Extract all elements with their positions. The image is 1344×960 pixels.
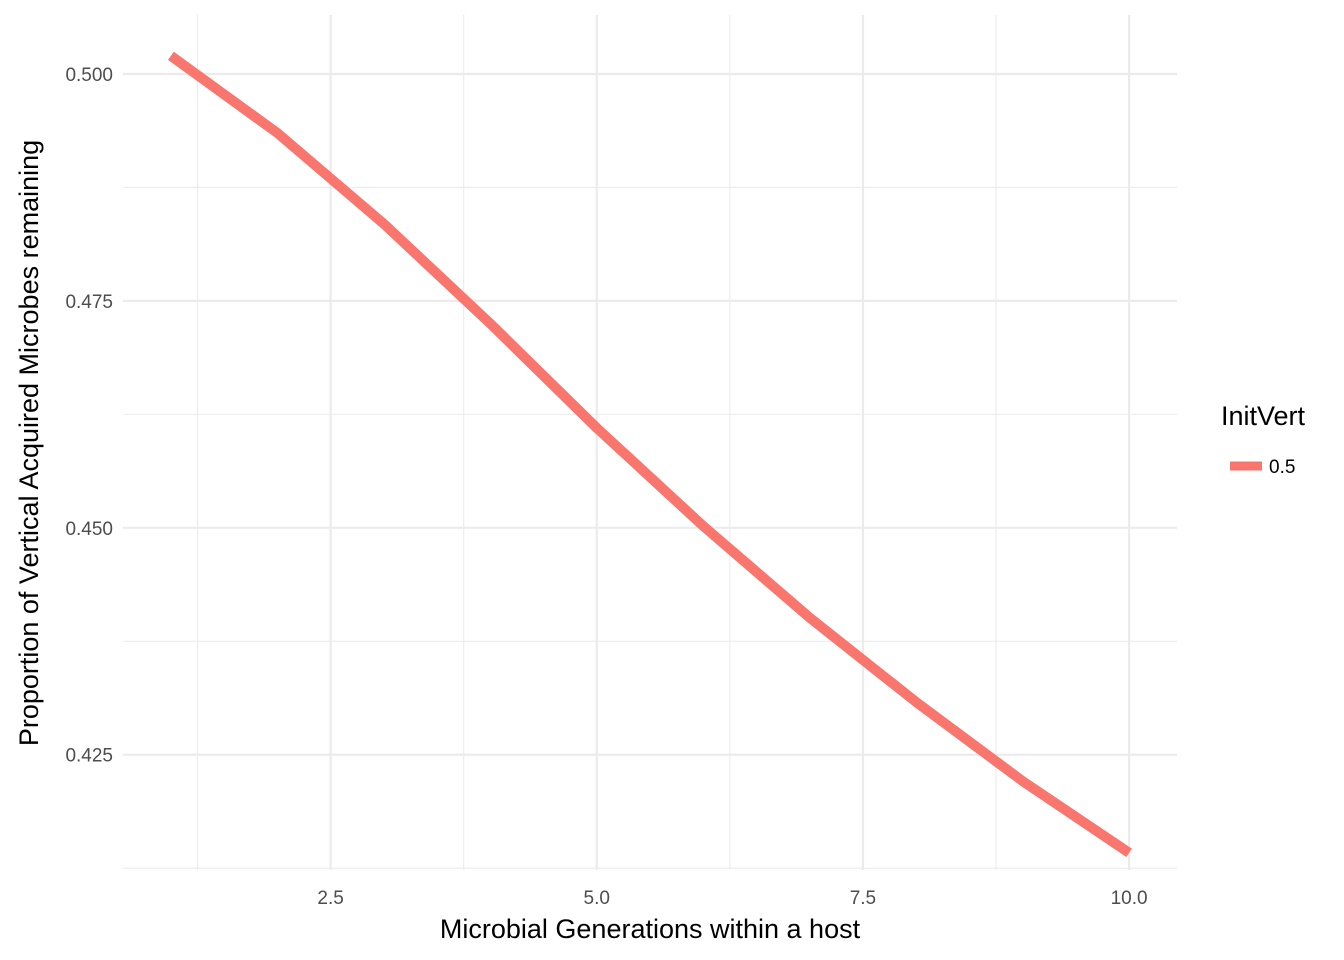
series-layer	[167, 51, 1132, 857]
x-tick-label: 2.5	[317, 888, 343, 909]
y-axis-tick-labels: 0.425 0.450 0.475 0.500	[65, 65, 113, 767]
y-axis-title: Proportion of Vertical Acquired Microbes…	[14, 140, 44, 746]
x-axis-title: Microbial Generations within a host	[440, 914, 861, 944]
y-tick-label: 0.450	[65, 519, 113, 540]
legend-title: InitVert	[1221, 401, 1306, 431]
y-tick-label: 0.475	[65, 292, 113, 313]
y-tick-label: 0.500	[65, 65, 113, 86]
x-tick-label: 5.0	[584, 888, 610, 909]
series-line	[167, 51, 1132, 857]
x-tick-label: 10.0	[1111, 888, 1148, 909]
x-tick-label: 7.5	[850, 888, 876, 909]
minor-gridlines	[123, 15, 1177, 870]
major-gridlines	[123, 15, 1177, 870]
legend-label: 0.5	[1269, 457, 1295, 478]
legend: InitVert 0.5	[1221, 401, 1306, 478]
x-axis-tick-labels: 2.5 5.0 7.5 10.0	[317, 888, 1147, 909]
y-tick-label: 0.425	[65, 746, 113, 767]
